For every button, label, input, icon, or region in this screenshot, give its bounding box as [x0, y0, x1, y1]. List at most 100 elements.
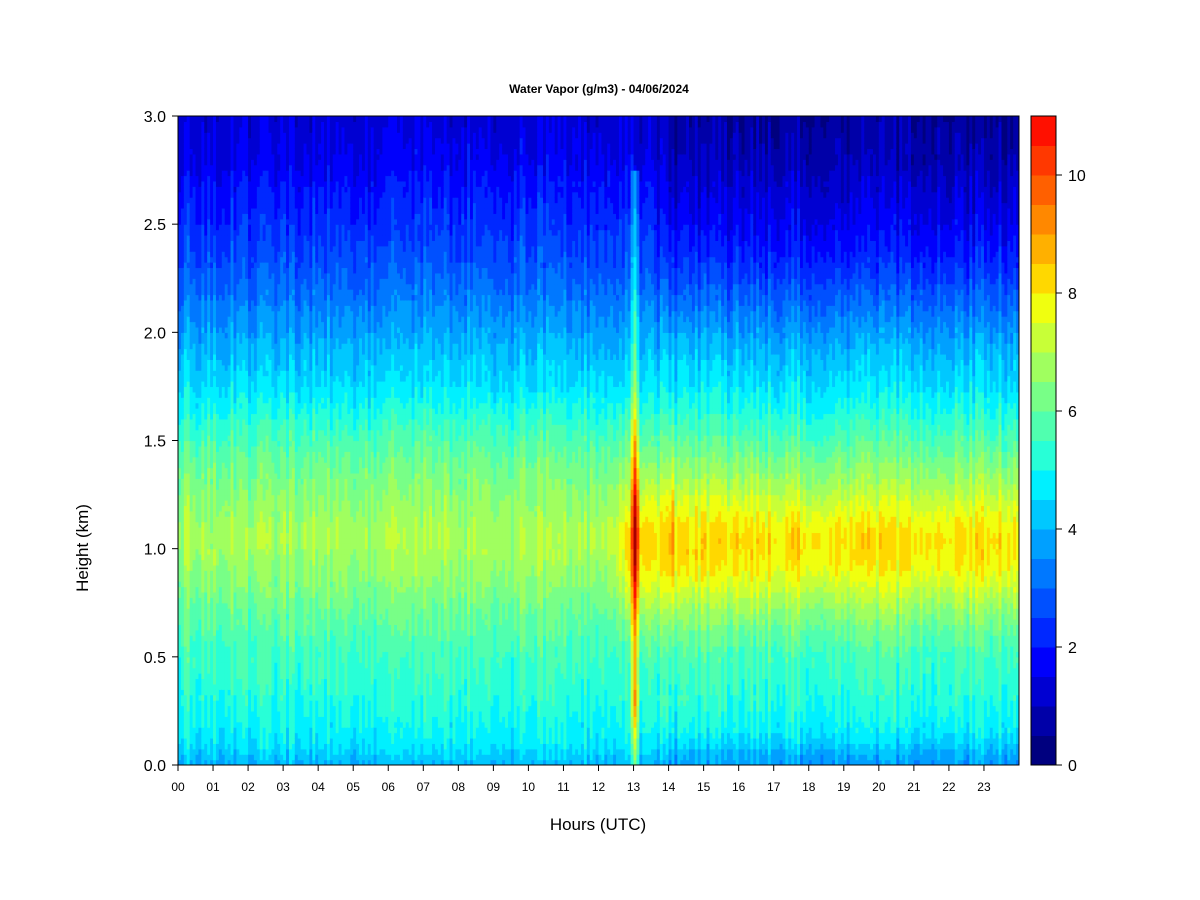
heatmap-cell: [183, 375, 188, 382]
heatmap-cell: [178, 375, 182, 382]
heatmap-cell: [215, 381, 220, 388]
heatmap-cell: [183, 164, 188, 171]
heatmap-cell: [213, 143, 217, 150]
heatmap-cell: [221, 516, 226, 523]
heatmap-cell: [178, 267, 182, 274]
heatmap-cell: [213, 391, 217, 398]
heatmap-cell: [230, 683, 235, 690]
heatmap-cell: [198, 505, 202, 512]
heatmap-cell: [201, 386, 205, 393]
heatmap-cell: [221, 359, 226, 366]
heatmap-cell: [204, 759, 208, 765]
heatmap-cell: [186, 521, 191, 528]
heatmap-cell: [230, 548, 235, 555]
heatmap-cell: [230, 591, 235, 598]
heatmap-cell: [201, 359, 205, 366]
heatmap-cell: [189, 370, 194, 377]
heatmap-cell: [233, 754, 237, 761]
heatmap-cell: [178, 629, 182, 636]
heatmap-cell: [178, 456, 182, 463]
heatmap-cell: [195, 743, 200, 750]
heatmap-cell: [230, 602, 235, 609]
heatmap-cell: [192, 170, 197, 177]
heatmap-cell: [207, 635, 211, 642]
heatmap-cell: [227, 462, 232, 469]
heatmap-cell: [224, 570, 229, 577]
heatmap-cell: [198, 213, 202, 220]
heatmap-cell: [204, 283, 208, 290]
heatmap-cell: [227, 521, 232, 528]
heatmap-cell: [198, 310, 202, 317]
heatmap-cell: [198, 494, 202, 501]
heatmap-cell: [227, 700, 232, 707]
heatmap-cell: [213, 159, 217, 166]
heatmap-cell: [178, 575, 182, 582]
heatmap-cell: [218, 424, 223, 431]
heatmap-cell: [233, 353, 237, 360]
heatmap-cell: [192, 678, 197, 685]
heatmap-cell: [210, 613, 214, 620]
heatmap-cell: [221, 743, 226, 750]
heatmap-cell: [201, 397, 205, 404]
heatmap-cell: [189, 164, 194, 171]
heatmap-cell: [180, 191, 185, 198]
heatmap-cell: [183, 521, 188, 528]
heatmap-cell: [198, 153, 202, 160]
heatmap-cell: [227, 743, 232, 750]
heatmap-cell: [195, 451, 200, 458]
heatmap-cell: [201, 332, 205, 339]
heatmap-cell: [215, 116, 220, 123]
heatmap-cell: [189, 359, 194, 366]
heatmap-cell: [180, 445, 185, 452]
heatmap-cell: [221, 218, 226, 225]
heatmap-cell: [204, 451, 208, 458]
heatmap-cell: [227, 386, 232, 393]
heatmap-cell: [215, 445, 220, 452]
heatmap-cell: [204, 537, 208, 544]
heatmap-cell: [221, 402, 226, 409]
heatmap-cell: [189, 689, 194, 696]
heatmap-cell: [218, 543, 223, 550]
heatmap-cell: [189, 516, 194, 523]
heatmap-cell: [213, 581, 217, 588]
heatmap-cell: [192, 132, 197, 139]
heatmap-cell: [224, 581, 229, 588]
heatmap-cell: [201, 527, 205, 534]
heatmap-cell: [178, 721, 182, 728]
heatmap-cell: [204, 705, 208, 712]
heatmap-cell: [198, 694, 202, 701]
heatmap-cell: [201, 267, 205, 274]
heatmap-cell: [201, 381, 205, 388]
heatmap-cell: [192, 705, 197, 712]
heatmap-cell: [198, 716, 202, 723]
heatmap-cell: [195, 554, 200, 561]
heatmap-cell: [186, 543, 191, 550]
heatmap-cell: [224, 402, 229, 409]
heatmap-cell: [178, 348, 182, 355]
heatmap-cell: [227, 689, 232, 696]
heatmap-cell: [186, 137, 191, 144]
heatmap-cell: [215, 613, 220, 620]
heatmap-cell: [227, 629, 232, 636]
heatmap-cell: [233, 170, 237, 177]
heatmap-cell: [207, 602, 211, 609]
heatmap-cell: [204, 343, 208, 350]
heatmap-cell: [227, 418, 232, 425]
heatmap-cell: [224, 386, 229, 393]
heatmap-cell: [183, 234, 188, 241]
heatmap-cell: [221, 478, 226, 485]
heatmap-cell: [224, 673, 229, 680]
heatmap-cell: [178, 153, 182, 160]
heatmap-cell: [183, 478, 188, 485]
heatmap-cell: [180, 748, 185, 755]
heatmap-cell: [178, 451, 182, 458]
heatmap-cell: [227, 170, 232, 177]
heatmap-cell: [210, 391, 214, 398]
heatmap-cell: [227, 662, 232, 669]
heatmap-cell: [227, 673, 232, 680]
heatmap-cell: [204, 337, 208, 344]
heatmap-cell: [192, 164, 197, 171]
heatmap-cell: [189, 272, 194, 279]
heatmap-cell: [183, 278, 188, 285]
heatmap-cell: [224, 343, 229, 350]
